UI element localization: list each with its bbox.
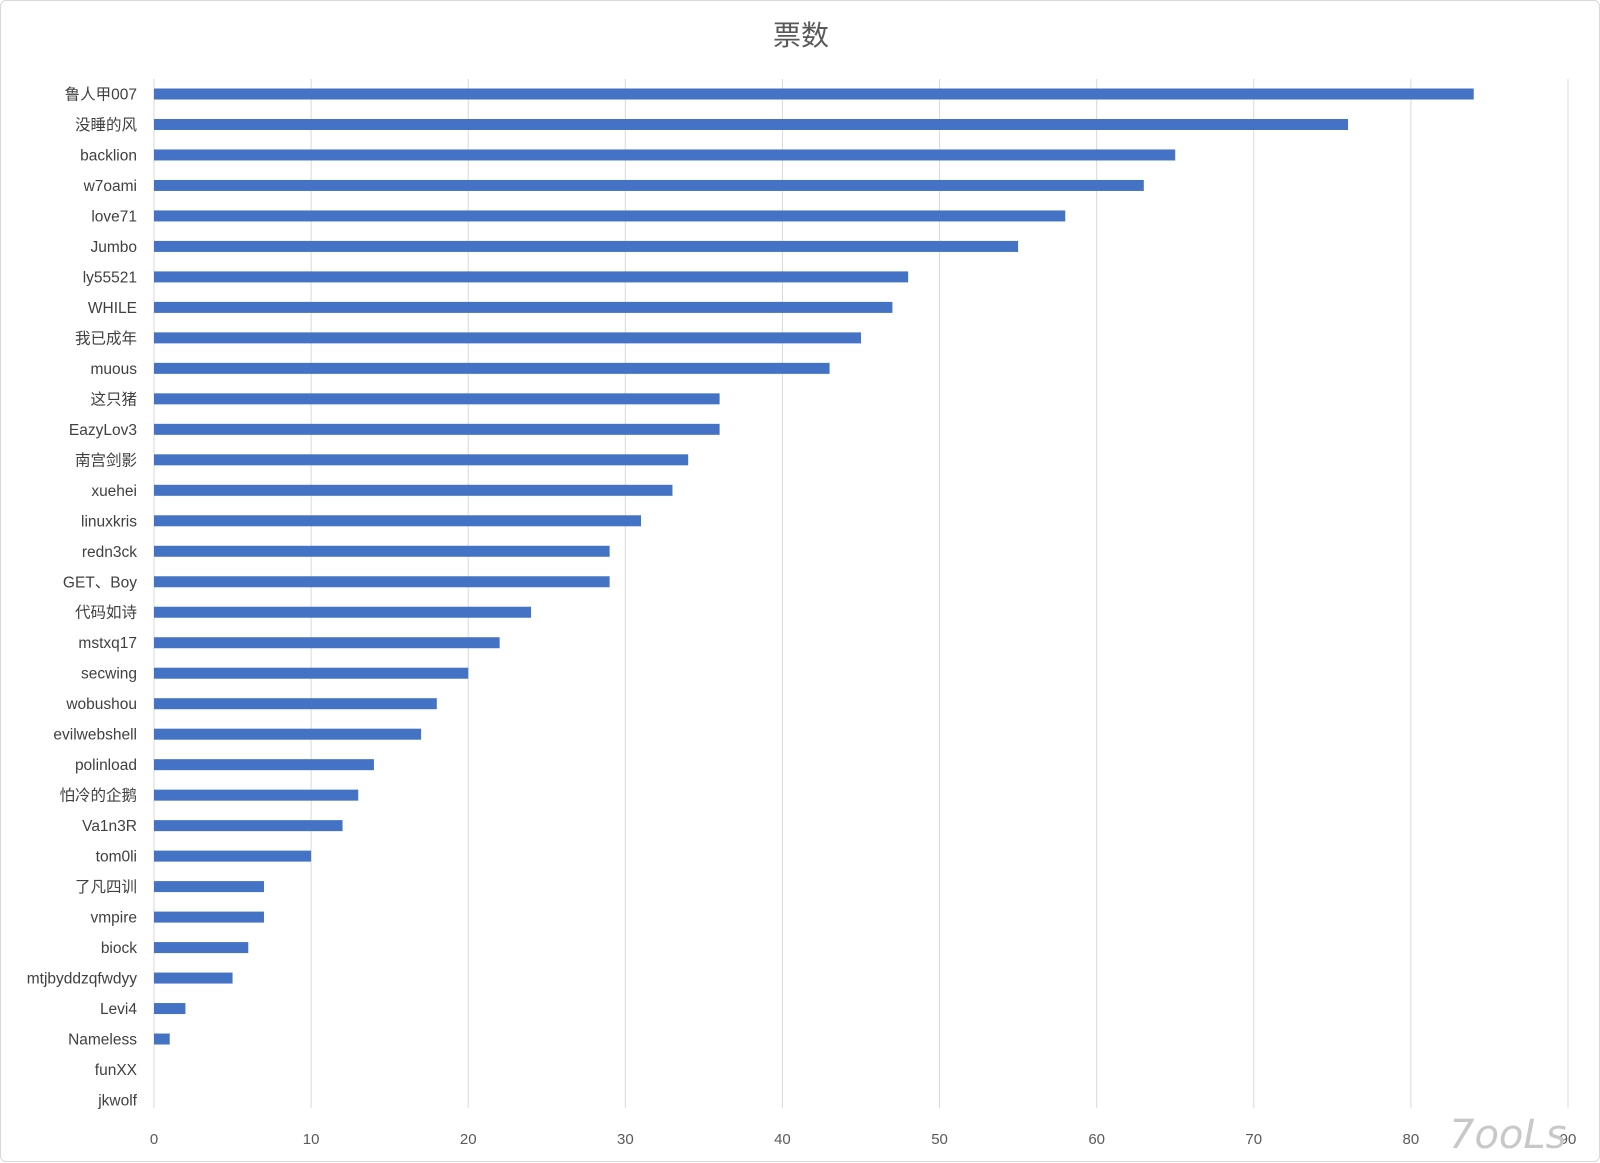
category-label: evilwebshell — [53, 727, 137, 744]
x-tick-label: 70 — [1245, 1131, 1262, 1148]
x-tick-label: 10 — [303, 1131, 320, 1148]
bar — [154, 301, 893, 313]
category-label: jkwolf — [97, 1093, 137, 1110]
bar — [154, 637, 500, 649]
watermark: 7ooLs — [1449, 1112, 1567, 1158]
bar — [154, 911, 264, 923]
category-label: funXX — [95, 1062, 138, 1079]
bar — [154, 332, 861, 344]
category-label: WHILE — [88, 300, 137, 317]
bars — [154, 88, 1474, 1045]
category-label: EazyLov3 — [69, 422, 137, 439]
bar — [154, 515, 642, 527]
category-label: Va1n3R — [82, 818, 137, 835]
x-tick-label: 80 — [1403, 1131, 1420, 1148]
bar — [154, 484, 673, 496]
bar — [154, 423, 720, 435]
category-label: Levi4 — [100, 1001, 137, 1018]
category-labels: 鲁人甲007 没睡的风 backlion w7oami love71 Jumbo ly555… — [27, 86, 138, 1110]
category-label: backlion — [80, 147, 137, 164]
bar — [154, 240, 1019, 252]
bar — [154, 454, 689, 466]
bar — [154, 88, 1474, 100]
bar — [154, 698, 437, 710]
category-label: polinload — [75, 757, 137, 774]
category-label: secwing — [81, 666, 137, 683]
category-label: 了凡四训 — [75, 878, 137, 896]
x-axis-tick-labels: 0 10 20 30 40 50 60 70 80 90 — [150, 1131, 1577, 1148]
category-label: linuxkris — [81, 513, 137, 530]
chart-title: 票数 — [773, 19, 829, 52]
category-label: mtjbyddzqfwdyy — [27, 971, 138, 988]
bar — [154, 881, 264, 893]
bar — [154, 728, 422, 740]
category-label: 这只猪 — [90, 390, 137, 408]
category-label: love71 — [91, 208, 137, 225]
category-label: biock — [101, 940, 137, 957]
category-label: wobushou — [65, 696, 137, 713]
category-label: muous — [90, 361, 137, 378]
bar — [154, 576, 610, 588]
bar — [154, 789, 359, 801]
bar — [154, 118, 1349, 130]
bar — [154, 393, 720, 405]
category-label: xuehei — [91, 483, 137, 500]
bar — [154, 1033, 170, 1045]
category-label: 代码如诗 — [75, 604, 137, 622]
category-label: GET、Boy — [63, 574, 137, 591]
bar — [154, 1003, 186, 1015]
bar — [154, 850, 312, 862]
gridlines — [153, 79, 1569, 1108]
category-label: tom0li — [96, 849, 137, 866]
category-label: ly55521 — [83, 269, 137, 286]
x-tick-label: 30 — [617, 1131, 634, 1148]
bar — [154, 362, 830, 374]
category-label: mstxq17 — [78, 635, 137, 652]
x-tick-label: 20 — [460, 1131, 477, 1148]
category-label: 南宫剑影 — [75, 451, 137, 469]
bar — [154, 545, 610, 557]
bar — [154, 667, 469, 679]
category-label: vmpire — [90, 910, 137, 927]
x-tick-label: 60 — [1088, 1131, 1105, 1148]
x-tick-label: 40 — [774, 1131, 791, 1148]
category-label: w7oami — [83, 178, 137, 195]
bar — [154, 149, 1176, 161]
x-tick-label: 0 — [150, 1131, 158, 1148]
category-label: Nameless — [68, 1032, 137, 1049]
category-label: 鲁人甲007 — [65, 86, 137, 104]
bar — [154, 606, 532, 618]
x-tick-label: 90 — [1560, 1131, 1577, 1148]
bar — [154, 271, 909, 283]
x-tick-label: 50 — [931, 1131, 948, 1148]
category-label: 怕冷的企鹅 — [59, 787, 137, 805]
bar — [154, 179, 1144, 191]
bar — [154, 942, 249, 954]
bar — [154, 759, 374, 771]
bar — [154, 210, 1066, 222]
category-label: 我已成年 — [75, 329, 137, 347]
category-label: Jumbo — [90, 239, 137, 256]
bar — [154, 972, 233, 984]
bar — [154, 820, 343, 832]
category-label: 没睡的风 — [75, 116, 138, 134]
watermark-text: 7ooLs — [1449, 1112, 1567, 1158]
category-label: redn3ck — [82, 544, 137, 561]
